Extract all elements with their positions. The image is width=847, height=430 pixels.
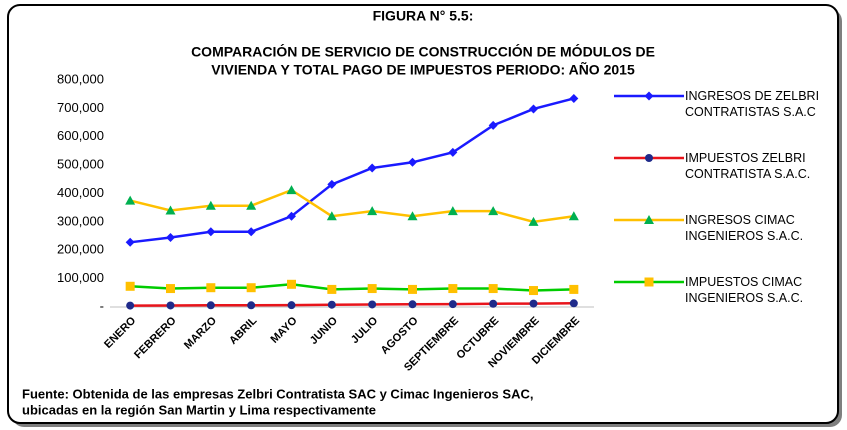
marker xyxy=(166,232,175,242)
marker xyxy=(246,283,256,293)
marker xyxy=(448,300,457,309)
series-line xyxy=(129,188,575,224)
legend-swatch xyxy=(614,215,684,224)
marker xyxy=(407,211,418,221)
marker xyxy=(568,211,579,221)
marker xyxy=(488,120,498,130)
marker xyxy=(327,284,337,294)
marker xyxy=(408,284,417,294)
marker xyxy=(166,284,175,294)
marker xyxy=(125,281,135,291)
marker xyxy=(206,227,216,237)
y-tick-label: 600,000 xyxy=(57,128,104,143)
marker xyxy=(206,301,215,310)
marker xyxy=(569,299,578,308)
marker xyxy=(367,284,377,294)
legend-item: INGRESOS DE ZELBRI CONTRATISTAS S.A.C xyxy=(610,88,835,150)
marker xyxy=(246,227,256,237)
legend-swatch xyxy=(614,154,684,162)
marker xyxy=(368,300,377,309)
marker xyxy=(448,147,458,157)
marker xyxy=(529,104,538,114)
marker xyxy=(644,91,654,101)
marker xyxy=(125,237,135,247)
marker xyxy=(165,205,176,215)
chart-title: COMPARACIÓN DE SERVICIO DE CONSTRUCCIÓN … xyxy=(191,43,655,60)
marker xyxy=(327,300,336,309)
legend-item: INGRESOS CIMAC INGENIEROS S.A.C. xyxy=(610,212,835,274)
legend-label: IMPUESTOS CIMAC INGENIEROS S.A.C. xyxy=(685,275,804,305)
marker xyxy=(327,179,337,189)
y-tick-label: 400,000 xyxy=(57,185,104,200)
y-tick-label: 200,000 xyxy=(57,242,104,257)
legend-swatch xyxy=(614,91,684,101)
legend-label: INGRESOS DE ZELBRI CONTRATISTAS S.A.C xyxy=(685,89,820,119)
marker xyxy=(205,200,216,210)
marker xyxy=(408,300,417,309)
marker xyxy=(246,200,257,210)
marker xyxy=(447,206,458,216)
marker xyxy=(569,284,579,294)
series-line xyxy=(130,283,574,292)
marker xyxy=(645,154,653,162)
marker xyxy=(408,157,417,167)
chart-title: VIVIENDA Y TOTAL PAGO DE IMPUESTOS PERIO… xyxy=(211,61,635,78)
y-tick-label: - xyxy=(100,298,104,313)
marker xyxy=(488,206,499,216)
marker xyxy=(125,195,136,205)
marker xyxy=(166,301,175,310)
marker xyxy=(367,206,378,216)
legend-swatch xyxy=(614,277,684,287)
legend-label: IMPUESTOS ZELBRI CONTRATISTA S.A.C. xyxy=(685,151,811,181)
marker xyxy=(126,301,135,310)
series-line xyxy=(130,302,574,307)
source-note: Fuente: Obtenida de las empresas Zelbri … xyxy=(22,386,533,401)
marker xyxy=(287,211,296,221)
legend-item: IMPUESTOS CIMAC INGENIEROS S.A.C. xyxy=(610,274,835,336)
marker xyxy=(529,299,538,308)
legend: INGRESOS DE ZELBRI CONTRATISTAS S.A.C IMP… xyxy=(610,88,835,336)
y-tick-label: 300,000 xyxy=(57,213,104,228)
marker xyxy=(569,93,579,103)
marker xyxy=(448,284,458,294)
source-note: ubicadas en la región San Martin y Lima … xyxy=(22,402,376,417)
marker xyxy=(644,277,654,287)
y-tick-label: 500,000 xyxy=(57,157,104,172)
y-tick-label: 800,000 xyxy=(57,71,104,86)
legend-label: INGRESOS CIMAC INGENIEROS S.A.C. xyxy=(685,213,804,243)
marker xyxy=(287,301,296,310)
figure-label: FIGURA N° 5.5: xyxy=(373,8,474,24)
marker xyxy=(489,299,498,308)
legend-item: IMPUESTOS ZELBRI CONTRATISTA S.A.C. xyxy=(610,150,835,212)
marker xyxy=(326,211,337,221)
marker xyxy=(286,185,297,195)
marker xyxy=(287,279,296,289)
marker xyxy=(529,286,538,296)
series-line xyxy=(130,97,575,244)
marker xyxy=(528,216,539,226)
marker xyxy=(206,283,216,293)
marker xyxy=(367,163,377,173)
y-tick-label: 700,000 xyxy=(57,100,104,115)
marker xyxy=(488,284,498,294)
marker xyxy=(247,301,256,310)
y-tick-label: 100,000 xyxy=(57,270,104,285)
marker xyxy=(644,215,654,224)
